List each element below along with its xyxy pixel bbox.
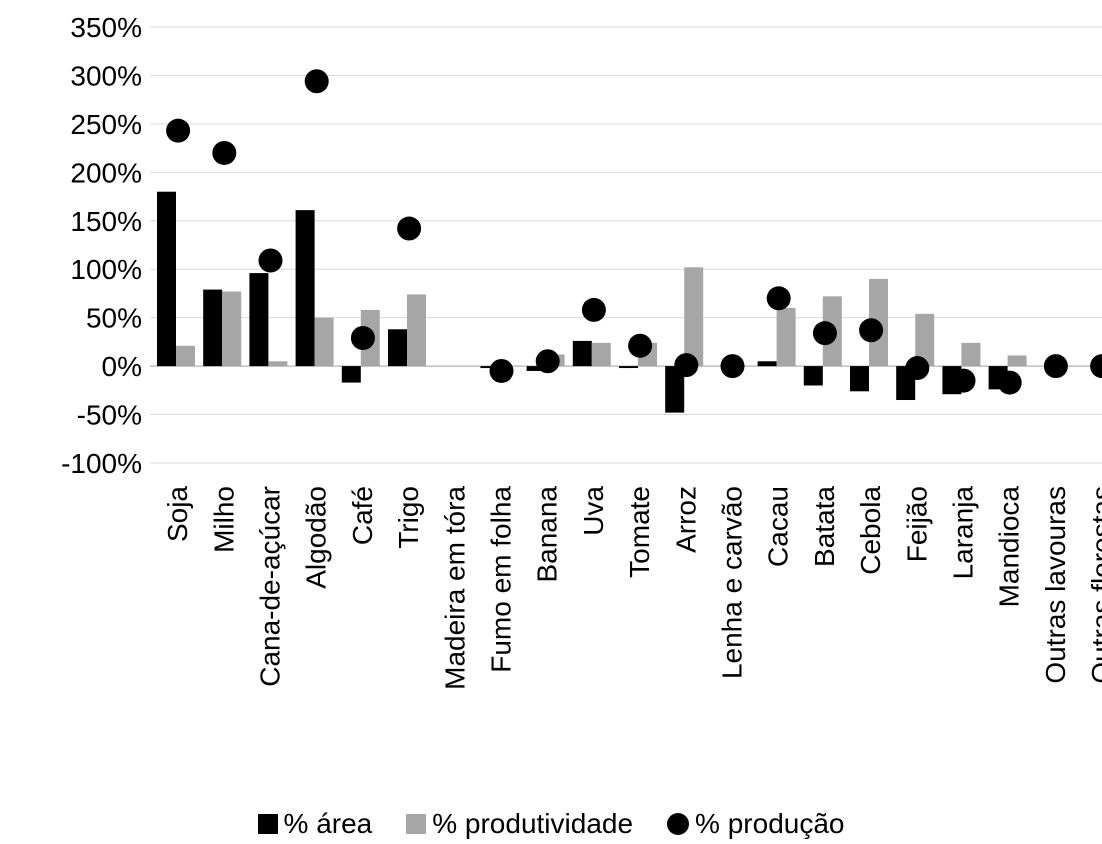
y-tick-label: 250%: [70, 109, 142, 140]
bar-area: [619, 366, 638, 369]
bar-area: [203, 289, 223, 367]
y-tick-label: -100%: [61, 448, 142, 479]
y-tick-label: 100%: [70, 254, 142, 285]
marker-producao: [166, 118, 191, 143]
y-tick-label: -50%: [77, 400, 142, 431]
bar-produtividade: [222, 291, 242, 367]
bar-produtividade: [1007, 355, 1027, 367]
category-label: Banana: [532, 486, 563, 583]
marker-producao: [1043, 354, 1068, 379]
category-label: Café: [347, 486, 378, 545]
y-tick-label: 0%: [102, 351, 142, 382]
category-label: Uva: [578, 486, 609, 536]
marker-producao: [1090, 354, 1102, 379]
category-label: Outras lavouras: [1040, 486, 1071, 684]
bar-produtividade: [314, 317, 334, 367]
bar-area: [803, 366, 823, 386]
marker-producao: [674, 353, 699, 378]
y-tick-label: 150%: [70, 206, 142, 237]
marker-producao: [766, 286, 791, 311]
bar-produtividade: [961, 342, 981, 367]
legend-label-producao: % produção: [695, 808, 845, 839]
category-label: Milho: [208, 486, 239, 553]
category-label: Laranja: [948, 486, 979, 580]
marker-producao: [628, 333, 653, 358]
gridlines: [150, 26, 1102, 464]
category-label: Lenha e carvão: [717, 486, 748, 679]
category-label: Feijão: [901, 486, 932, 562]
bar-produtividade: [407, 294, 426, 367]
category-label: Trigo: [393, 486, 424, 549]
bars: [157, 191, 1027, 413]
marker-producao: [304, 69, 329, 94]
y-tick-label: 350%: [70, 12, 142, 43]
bar-area: [572, 340, 592, 367]
bar-produtividade: [776, 307, 796, 367]
bar-produtividade: [268, 361, 288, 367]
legend-label-produtividade: % produtividade: [432, 808, 634, 839]
legend-item-produtividade: % produtividade: [406, 808, 633, 840]
y-axis-ticks: -100% -50% 0% 50% 100% 150% 200% 250% 300% 350%: [61, 12, 142, 479]
marker-producao: [350, 326, 375, 351]
marker-producao: [535, 349, 560, 374]
marker-producao: [212, 140, 237, 165]
y-tick-label: 300%: [70, 60, 142, 91]
category-label: Tomate: [624, 486, 655, 578]
bar-area: [526, 366, 546, 371]
category-labels: Soja Milho Cana-de-açúcar Algodão Café Trigo M…: [162, 486, 1102, 690]
marker-producao: [812, 321, 837, 346]
legend-item-producao: % produção: [667, 808, 844, 840]
legend: % área % produtividade % produção: [0, 808, 1102, 840]
legend-label-area: % área: [283, 808, 373, 839]
category-label: Cebola: [855, 486, 886, 575]
marker-producao: [258, 248, 283, 273]
bar-area: [295, 210, 315, 367]
bar-area: [850, 366, 869, 392]
marker-producao: [859, 318, 884, 343]
legend-swatch-area: [257, 814, 278, 834]
category-label: Soja: [162, 486, 193, 542]
category-label: Outras florestas: [1086, 486, 1102, 684]
marker-producao: [951, 368, 976, 393]
marker-producao: [489, 358, 514, 383]
category-label: Cacau: [763, 486, 794, 567]
bar-produtividade: [591, 342, 611, 367]
marker-producao: [397, 216, 422, 241]
marker-producao: [905, 356, 930, 381]
marker-producao: [720, 354, 745, 379]
bar-area: [249, 273, 269, 367]
category-label: Cana-de-açúcar: [255, 486, 286, 687]
y-tick-label: 50%: [86, 303, 142, 334]
markers: [166, 69, 1102, 395]
legend-item-area: % área: [257, 808, 373, 840]
bar-area: [341, 366, 361, 383]
category-label: Batata: [809, 486, 840, 567]
bar-produtividade: [176, 345, 195, 367]
bar-area: [157, 191, 176, 367]
category-label: Madeira em tóra: [439, 486, 470, 690]
bar-area: [480, 366, 500, 369]
bar-produtividade: [684, 267, 704, 367]
category-label: Algodão: [301, 486, 332, 589]
legend-swatch-producao: [667, 813, 690, 835]
category-label: Arroz: [670, 486, 701, 553]
bar-area: [757, 361, 777, 367]
marker-producao: [581, 297, 606, 322]
category-label: Fumo em folha: [486, 486, 517, 673]
marker-producao: [997, 370, 1022, 395]
category-label: Mandioca: [994, 486, 1025, 608]
bar-area: [665, 366, 685, 413]
y-tick-label: 200%: [70, 157, 142, 188]
bar-produtividade: [915, 313, 935, 367]
bar-area: [388, 329, 407, 367]
legend-swatch-produtividade: [406, 814, 427, 834]
